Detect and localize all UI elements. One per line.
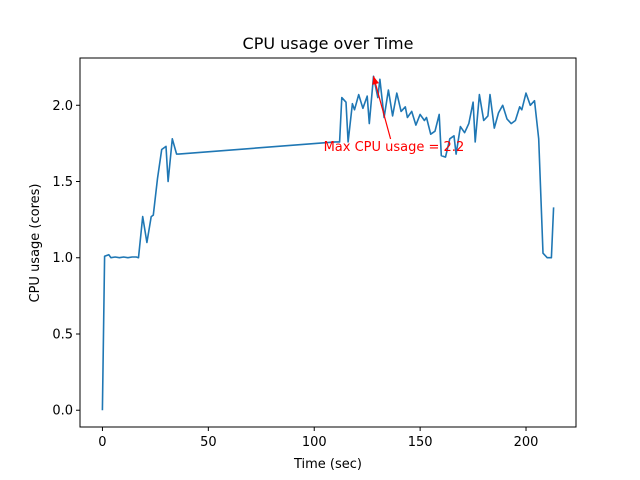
plot-area: 0 50 100 150 200 0.0 0.5 1.0 1.5 2.0 Max CPU usage… — [52, 57, 577, 450]
y-tick-label: 2.0 — [52, 99, 73, 114]
axes-frame — [79, 57, 577, 428]
x-tick-label: 50 — [200, 435, 217, 450]
x-axis-label: Time (sec) — [293, 457, 362, 472]
y-axis-label: CPU usage (cores) — [28, 184, 43, 303]
y-tick-label: 0.5 — [52, 327, 73, 342]
y-tick-label: 1.0 — [52, 251, 73, 266]
x-tick-label: 200 — [514, 435, 539, 450]
x-tick-label: 150 — [408, 435, 433, 450]
x-tick-label: 100 — [302, 435, 327, 450]
series-line-0 — [101, 75, 555, 411]
annotation-arrowhead-0 — [372, 76, 379, 85]
y-tick-label: 1.5 — [52, 175, 73, 190]
annotation-label-0: Max CPU usage = 2.2 — [324, 140, 465, 155]
y-tick-label: 0.0 — [52, 404, 73, 419]
chart-title: CPU usage over Time — [243, 34, 414, 53]
annotation-arrow-0 — [372, 76, 392, 140]
x-tick-label: 0 — [98, 435, 106, 450]
